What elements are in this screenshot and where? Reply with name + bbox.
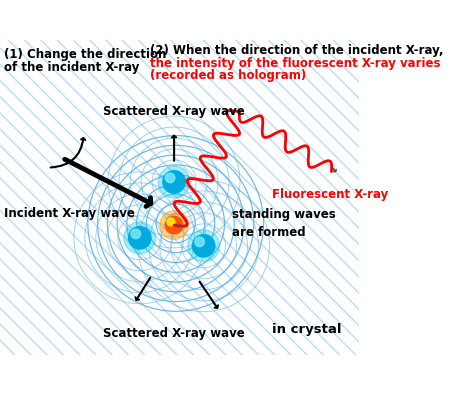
Circle shape: [167, 218, 175, 226]
Circle shape: [195, 237, 204, 246]
Circle shape: [193, 235, 215, 257]
Text: (recorded as hologram): (recorded as hologram): [150, 70, 306, 82]
Circle shape: [124, 222, 156, 254]
Text: Incident X-ray wave: Incident X-ray wave: [4, 207, 135, 220]
Circle shape: [129, 227, 151, 249]
Text: Scattered X-ray wave: Scattered X-ray wave: [103, 105, 245, 118]
Circle shape: [163, 171, 185, 193]
Circle shape: [188, 230, 220, 262]
Text: the intensity of the fluorescent X-ray varies: the intensity of the fluorescent X-ray v…: [150, 56, 441, 70]
Text: in crystal: in crystal: [271, 323, 341, 336]
Circle shape: [158, 166, 190, 198]
Text: (1) Change the direction: (1) Change the direction: [4, 48, 166, 61]
Circle shape: [160, 211, 189, 239]
Circle shape: [131, 229, 140, 239]
Text: Fluorescent X-ray: Fluorescent X-ray: [271, 188, 388, 201]
Circle shape: [165, 216, 183, 234]
Text: (2) When the direction of the incident X-ray,: (2) When the direction of the incident X…: [150, 44, 444, 57]
Circle shape: [165, 173, 175, 183]
Text: Scattered X-ray wave: Scattered X-ray wave: [103, 327, 245, 340]
Text: standing waves
are formed: standing waves are formed: [232, 208, 335, 239]
Text: of the incident X-ray: of the incident X-ray: [4, 60, 140, 73]
